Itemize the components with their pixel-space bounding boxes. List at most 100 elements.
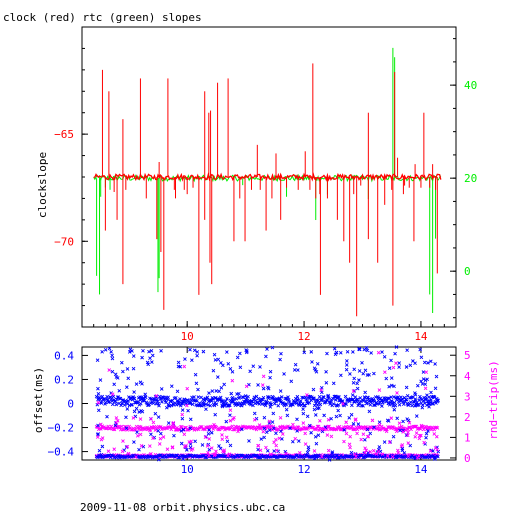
offset-point bbox=[112, 382, 117, 387]
rndtrip-point bbox=[182, 444, 187, 449]
offset-point bbox=[215, 375, 220, 379]
rndtrip-point bbox=[129, 427, 134, 432]
rndtrip-point bbox=[232, 427, 237, 432]
offset-point bbox=[283, 449, 288, 454]
offset-point bbox=[322, 413, 326, 418]
rndtrip-point bbox=[126, 451, 131, 456]
rndtrip-point bbox=[112, 447, 117, 452]
offset-point bbox=[105, 414, 109, 419]
rndtrip-point bbox=[185, 403, 189, 408]
offset-point bbox=[397, 397, 402, 401]
rndtrip-point bbox=[432, 432, 437, 436]
offset-point bbox=[361, 371, 366, 376]
offset-point bbox=[347, 415, 352, 420]
rndtrip-point bbox=[231, 427, 236, 432]
offset-point bbox=[131, 354, 136, 358]
top-yl-tick-label: −65 bbox=[54, 128, 74, 141]
offset-point bbox=[179, 429, 184, 433]
offset-point bbox=[183, 357, 187, 361]
offset-point bbox=[427, 395, 431, 399]
offset-point bbox=[356, 422, 361, 426]
bot-yl-tick-label: 0 bbox=[67, 398, 74, 411]
rndtrip-point bbox=[278, 415, 283, 420]
rndtrip-point bbox=[434, 434, 439, 439]
offset-point bbox=[344, 363, 349, 367]
offset-point bbox=[270, 420, 275, 424]
top-x-tick-label: 14 bbox=[414, 330, 428, 343]
rndtrip-point bbox=[395, 391, 399, 395]
offset-point bbox=[400, 446, 405, 451]
rndtrip-point bbox=[203, 435, 208, 440]
bot-yr-tick-label: 1 bbox=[464, 431, 471, 444]
rndtrip-point bbox=[120, 449, 125, 454]
offset-point bbox=[120, 401, 124, 406]
rndtrip-point bbox=[232, 415, 236, 420]
bot-yl-tick-label: 0.2 bbox=[54, 373, 74, 386]
top-yr-tick-label: 40 bbox=[464, 79, 477, 92]
offset-point bbox=[314, 369, 319, 374]
rndtrip-point bbox=[267, 419, 272, 424]
rndtrip-point bbox=[274, 428, 279, 432]
offset-point bbox=[256, 447, 260, 452]
offset-point bbox=[155, 399, 160, 404]
rndtrip-point bbox=[258, 448, 263, 453]
rndtrip-point bbox=[158, 425, 163, 429]
offset-point bbox=[296, 368, 300, 372]
offset-point bbox=[352, 389, 357, 393]
offset-point bbox=[265, 449, 270, 453]
offset-point bbox=[372, 399, 377, 404]
offset-point bbox=[280, 437, 284, 441]
offset-point bbox=[175, 389, 180, 394]
offset-point bbox=[307, 423, 312, 428]
offset-point bbox=[382, 440, 387, 444]
offset-point bbox=[159, 387, 164, 391]
rndtrip-point bbox=[226, 453, 230, 458]
top-chart: 10 12 14 −65 −70 40 20 0 clockslope bbox=[36, 26, 477, 343]
offset-point bbox=[413, 397, 418, 401]
rndtrip-point bbox=[179, 424, 184, 429]
offset-point bbox=[396, 395, 400, 399]
offset-point bbox=[411, 359, 415, 363]
top-x-tick-label: 10 bbox=[181, 330, 194, 343]
rndtrip-point bbox=[212, 422, 216, 427]
rndtrip-point bbox=[121, 439, 125, 443]
offset-point bbox=[296, 398, 300, 403]
offset-point bbox=[160, 400, 164, 404]
offset-point bbox=[127, 350, 132, 354]
offset-point bbox=[424, 455, 429, 459]
rndtrip-point bbox=[171, 425, 176, 429]
offset-point bbox=[414, 401, 418, 406]
offset-point bbox=[285, 413, 290, 418]
offset-point bbox=[312, 403, 317, 408]
offset-point bbox=[364, 346, 369, 350]
offset-point bbox=[286, 395, 290, 399]
offset-point bbox=[344, 402, 349, 406]
top-yr-tick-label: 20 bbox=[464, 172, 477, 185]
offset-point bbox=[268, 369, 273, 374]
offset-point bbox=[179, 441, 184, 446]
offset-point bbox=[107, 399, 112, 404]
offset-point bbox=[252, 411, 257, 416]
offset-point bbox=[327, 458, 332, 462]
offset-point bbox=[291, 439, 295, 444]
offset-point bbox=[420, 405, 425, 410]
offset-point bbox=[433, 457, 437, 461]
rndtrip-point bbox=[325, 427, 329, 432]
bot-yl-tick-label: −0.4 bbox=[48, 446, 75, 459]
offset-point bbox=[395, 416, 400, 421]
rndtrip-point bbox=[391, 365, 396, 370]
offset-point bbox=[176, 455, 181, 460]
rndtrip-point bbox=[220, 433, 224, 437]
offset-point bbox=[146, 454, 151, 459]
offset-point bbox=[372, 425, 376, 430]
rndtrip-point bbox=[400, 443, 405, 447]
offset-point bbox=[181, 401, 185, 406]
offset-point bbox=[351, 422, 356, 426]
offset-point bbox=[225, 439, 230, 444]
offset-point bbox=[436, 454, 440, 459]
rndtrip-point bbox=[348, 434, 353, 439]
offset-point bbox=[100, 444, 105, 449]
offset-point bbox=[117, 388, 122, 393]
offset-point bbox=[376, 396, 381, 400]
offset-point bbox=[95, 455, 100, 460]
